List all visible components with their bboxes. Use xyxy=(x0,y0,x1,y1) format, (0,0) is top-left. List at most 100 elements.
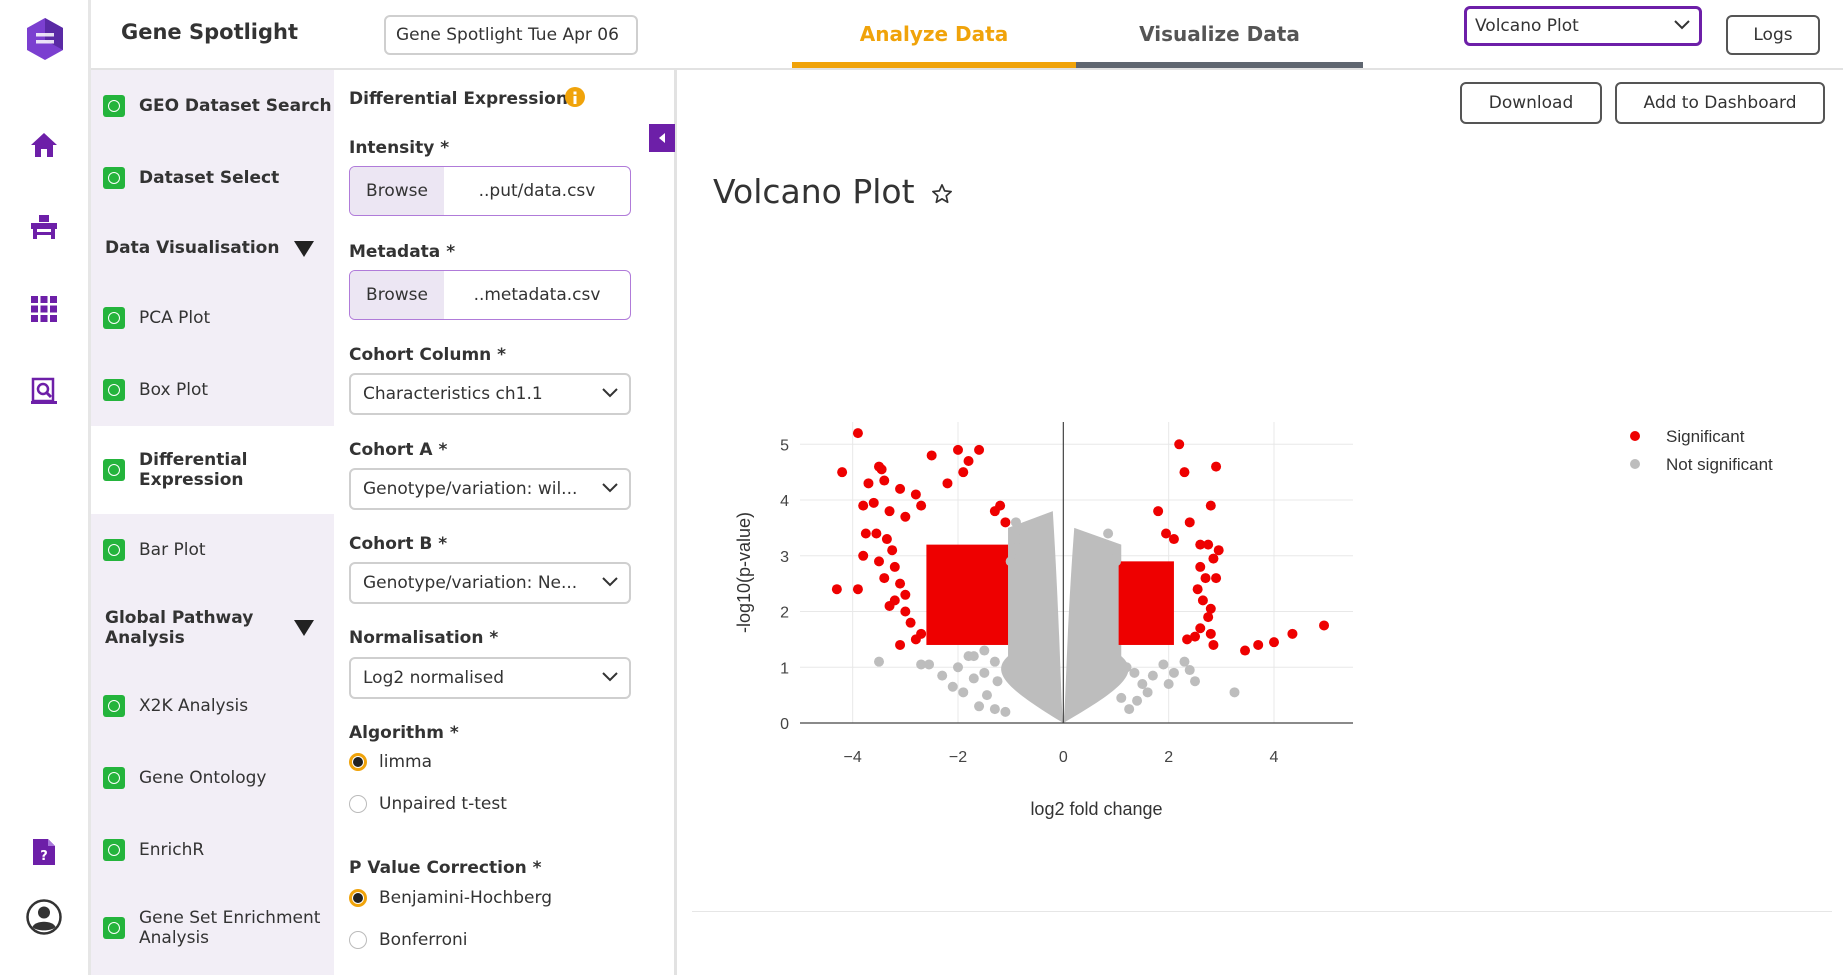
not-significant-point xyxy=(1116,692,1127,703)
session-name-input[interactable] xyxy=(384,15,638,55)
sidebar-item-label: Dataset Select xyxy=(139,168,280,188)
significant-point xyxy=(852,584,863,595)
cohort-b-select[interactable]: Genotype/variation: Ne... xyxy=(349,562,631,604)
not-significant-point xyxy=(916,659,927,670)
correction-option-benjamini-hochberg[interactable]: Benjamini-Hochberg xyxy=(349,888,552,908)
sidebar-item-pca-plot[interactable]: PCA Plot xyxy=(91,282,334,354)
p-value-correction-label: P Value Correction * xyxy=(349,858,542,878)
workbench-icon[interactable] xyxy=(24,207,64,247)
significant-point xyxy=(858,550,869,561)
sidebar-item-x2k-analysis[interactable]: X2K Analysis xyxy=(91,670,334,742)
sidebar-item-gene-set-enrichment-analysis[interactable]: Gene Set Enrichment Analysis xyxy=(91,888,334,968)
not-significant-point xyxy=(1010,517,1021,528)
algorithm-option-unpaired-t-test[interactable]: Unpaired t-test xyxy=(349,794,507,814)
not-significant-point xyxy=(953,662,963,673)
significant-point xyxy=(937,634,948,645)
add-to-dashboard-button[interactable]: Add to Dashboard xyxy=(1615,82,1825,124)
check-circle-icon xyxy=(103,379,125,401)
grid-apps-icon[interactable] xyxy=(24,289,64,329)
not-significant-point xyxy=(1008,545,1019,556)
cohort-column-label: Cohort Column * xyxy=(349,345,507,365)
intensity-browse-button[interactable]: Browse xyxy=(350,167,444,215)
sidebar-item-label: Bar Plot xyxy=(139,540,206,560)
significant-point xyxy=(1205,500,1216,511)
check-circle-icon xyxy=(103,95,125,117)
cohort-a-select[interactable]: Genotype/variation: wil... xyxy=(349,468,631,510)
algorithm-option-limma[interactable]: limma xyxy=(349,752,432,772)
plot-type-select-value: Volcano Plot xyxy=(1475,16,1579,36)
volcano-plot-chart[interactable]: −4 −2 0 2 4 0 1 2 3 4 5 log2 fold change -log10(p-va… xyxy=(677,400,1843,960)
significant-point xyxy=(926,634,937,645)
sidebar-item-geo-dataset-search[interactable]: GEO Dataset Search xyxy=(91,70,334,142)
cohort-a-label: Cohort A * xyxy=(349,440,448,460)
tab-visualize-data[interactable]: Visualize Data xyxy=(1139,22,1300,46)
not-significant-point xyxy=(1147,670,1158,681)
not-significant-point xyxy=(974,701,985,712)
not-significant-point xyxy=(989,704,1000,715)
info-icon[interactable] xyxy=(565,87,585,107)
caret-down-icon[interactable] xyxy=(294,620,314,636)
caret-down-icon[interactable] xyxy=(294,241,314,257)
plot-type-select[interactable]: Volcano Plot xyxy=(1464,6,1702,46)
significant-point xyxy=(1319,620,1330,631)
sidebar-section-global-pathway-analysis[interactable]: Global Pathway Analysis xyxy=(105,608,254,648)
intensity-file-input[interactable]: Browse ..put/data.csv xyxy=(349,166,631,216)
y-tick-label: 2 xyxy=(780,605,789,622)
user-account-icon[interactable] xyxy=(24,897,64,937)
help-document-icon[interactable]: ? xyxy=(24,832,64,872)
normalisation-select[interactable]: Log2 normalised xyxy=(349,657,631,699)
sidebar-item-dataset-select[interactable]: Dataset Select xyxy=(91,142,334,214)
cohort-a-value: Genotype/variation: wil... xyxy=(363,479,578,499)
not-significant-point xyxy=(1011,534,1022,545)
significant-point xyxy=(1200,573,1211,584)
metadata-file-input[interactable]: Browse ..metadata.csv xyxy=(349,270,631,320)
sidebar-item-bar-plot[interactable]: Bar Plot xyxy=(91,514,334,586)
radio-label: Benjamini-Hochberg xyxy=(379,888,552,908)
radio-selected[interactable] xyxy=(349,889,367,907)
tab-analyze-data[interactable]: Analyze Data xyxy=(859,22,1009,46)
radio-label: Bonferroni xyxy=(379,930,468,950)
legend-marker xyxy=(1630,459,1640,469)
significant-point xyxy=(874,556,884,567)
significant-point xyxy=(1240,645,1251,656)
y-tick-label: 4 xyxy=(780,493,789,510)
collapse-panel-button[interactable] xyxy=(649,124,675,152)
dataset-viewer-icon[interactable] xyxy=(24,371,64,411)
significant-point xyxy=(887,545,898,556)
significant-point xyxy=(1211,461,1222,472)
radio-unselected[interactable] xyxy=(349,931,367,949)
sidebar-item-enrichr[interactable]: EnrichR xyxy=(91,814,334,886)
significant-point xyxy=(910,489,921,500)
correction-option-bonferroni[interactable]: Bonferroni xyxy=(349,930,468,950)
radio-unselected[interactable] xyxy=(349,795,367,813)
x-tick-label: −2 xyxy=(949,749,967,766)
plot-title: Volcano Plot xyxy=(713,172,953,211)
cohort-column-select[interactable]: Characteristics ch1.1 xyxy=(349,373,631,415)
significant-point xyxy=(1195,539,1206,550)
download-button[interactable]: Download xyxy=(1460,82,1602,124)
star-outline-icon[interactable] xyxy=(931,183,953,205)
not-significant-point xyxy=(1184,665,1195,676)
home-icon[interactable] xyxy=(24,125,64,165)
significant-point xyxy=(958,467,969,478)
sidebar-section-data-visualisation[interactable]: Data Visualisation xyxy=(105,238,280,258)
not-significant-point xyxy=(1111,556,1121,567)
radio-selected[interactable] xyxy=(349,753,367,771)
x-axis-title: log2 fold change xyxy=(1030,799,1162,819)
sidebar-item-differential-expression[interactable]: Differential Expression xyxy=(91,426,334,514)
normalisation-value: Log2 normalised xyxy=(363,668,504,688)
sidebar-item-box-plot[interactable]: Box Plot xyxy=(91,354,334,426)
not-significant-point xyxy=(937,670,948,681)
tab-indicator xyxy=(1076,62,1363,68)
not-significant-point xyxy=(979,645,990,656)
app-logo-icon[interactable] xyxy=(22,16,68,62)
sidebar-item-gene-ontology[interactable]: Gene Ontology xyxy=(91,742,334,814)
significant-point xyxy=(884,506,895,517)
significant-point xyxy=(1168,534,1179,545)
metadata-browse-button[interactable]: Browse xyxy=(350,271,444,319)
significant-point xyxy=(1161,528,1172,539)
radio-label: limma xyxy=(379,752,432,772)
not-significant-point xyxy=(1179,656,1190,667)
not-significant-point xyxy=(1142,687,1153,698)
logs-button[interactable]: Logs xyxy=(1726,15,1820,55)
